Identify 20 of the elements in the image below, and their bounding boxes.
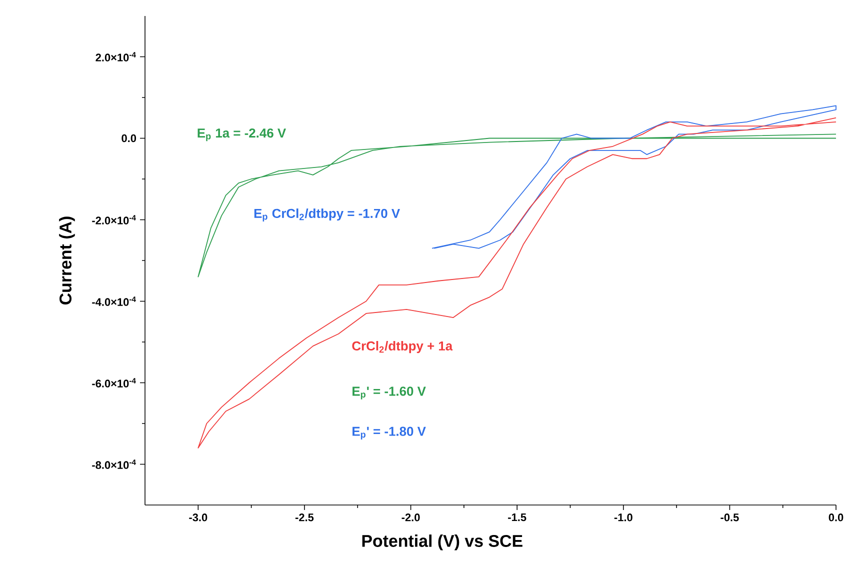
- y-axis-title: Current (A): [59, 216, 75, 304]
- x-tick-label: -2.0: [402, 514, 420, 522]
- x-axis-title: Potential (V) vs SCE: [362, 534, 522, 550]
- annotation: E$_{p}$' = -1.60 V: [352, 386, 426, 400]
- x-tick-label: -1.5: [508, 514, 526, 522]
- x-tick-label: -2.5: [295, 514, 314, 522]
- y-tick-label: -2.0×10$^{-4}$: [92, 215, 136, 224]
- x-tick-label: -3.0: [189, 514, 208, 522]
- x-tick-label: 0.0: [828, 514, 844, 522]
- series-label: CrCl$_{2}$/dtbpy + 1a: [352, 341, 453, 354]
- y-tick-label: -6.0×10$^{-4}$: [92, 378, 136, 388]
- y-tick-label: 0.0: [122, 134, 136, 142]
- annotation: E$_{p}$' = -1.80 V: [352, 426, 426, 440]
- y-tick-label: -8.0×10$^{-4}$: [92, 460, 136, 469]
- x-tick-label: -0.5: [720, 514, 739, 522]
- text: E$_{p}$ CrCl$_{2}$/dtbpy = -1.70 V: [254, 208, 400, 222]
- x-tick-label: -1.0: [614, 514, 632, 522]
- y-tick-label: 2.0×10$^{-4}$: [96, 52, 136, 62]
- y-tick-label: -4.0×10$^{-4}$: [92, 296, 136, 306]
- text: E$_{p}$ 1a = -2.46 V: [198, 128, 286, 142]
